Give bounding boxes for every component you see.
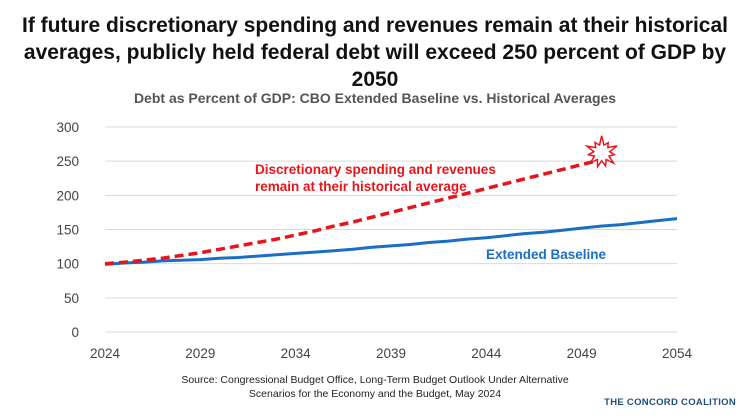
x-tick-label: 2034: [281, 346, 312, 361]
headline-line-2: averages, publicly held federal debt wil…: [23, 41, 727, 91]
endpoint-burst-icon: [584, 135, 618, 170]
x-tick-label: 2039: [376, 346, 406, 361]
series-lines: [104, 158, 678, 266]
y-tick-label: 150: [56, 223, 79, 238]
red-series-label-line-2: remain at their historical average: [255, 179, 467, 194]
red-series-label-line-1: Discretionary spending and revenues: [255, 162, 496, 177]
headline-line-1: If future discretionary spending and rev…: [21, 14, 728, 37]
y-tick-label: 50: [64, 291, 79, 306]
y-axis-ticks: 0 50 100 150 200 250 300: [56, 120, 79, 340]
headline: If future discretionary spending and rev…: [0, 12, 750, 93]
x-tick-label: 2049: [567, 346, 597, 361]
x-tick-label: 2029: [185, 346, 215, 361]
concord-coalition-logo: THE CONCORD COALITION: [604, 397, 736, 408]
y-tick-label: 300: [56, 120, 79, 135]
historical-average-series-line: [104, 158, 602, 266]
x-axis-ticks: 2024 2029 2034 2039 2044 2049 2054: [90, 346, 693, 361]
source-line-2: Scenarios for the Economy and the Budget…: [248, 388, 502, 400]
x-tick-label: 2024: [90, 346, 121, 361]
source-note: Source: Congressional Budget Office, Lon…: [150, 373, 600, 401]
chart-title: Debt as Percent of GDP: CBO Extended Bas…: [133, 90, 617, 106]
source-line-1: Source: Congressional Budget Office, Lon…: [181, 374, 569, 386]
y-tick-label: 200: [56, 188, 79, 203]
y-tick-label: 250: [56, 154, 79, 169]
extended-baseline-series-line: [104, 217, 678, 266]
x-tick-label: 2044: [471, 346, 502, 361]
y-tick-label: 0: [71, 325, 79, 340]
blue-series-label: Extended Baseline: [486, 247, 607, 262]
gridlines: [105, 126, 677, 333]
burst-shape: [584, 135, 618, 170]
x-tick-label: 2054: [662, 346, 693, 361]
y-tick-label: 100: [56, 257, 79, 272]
